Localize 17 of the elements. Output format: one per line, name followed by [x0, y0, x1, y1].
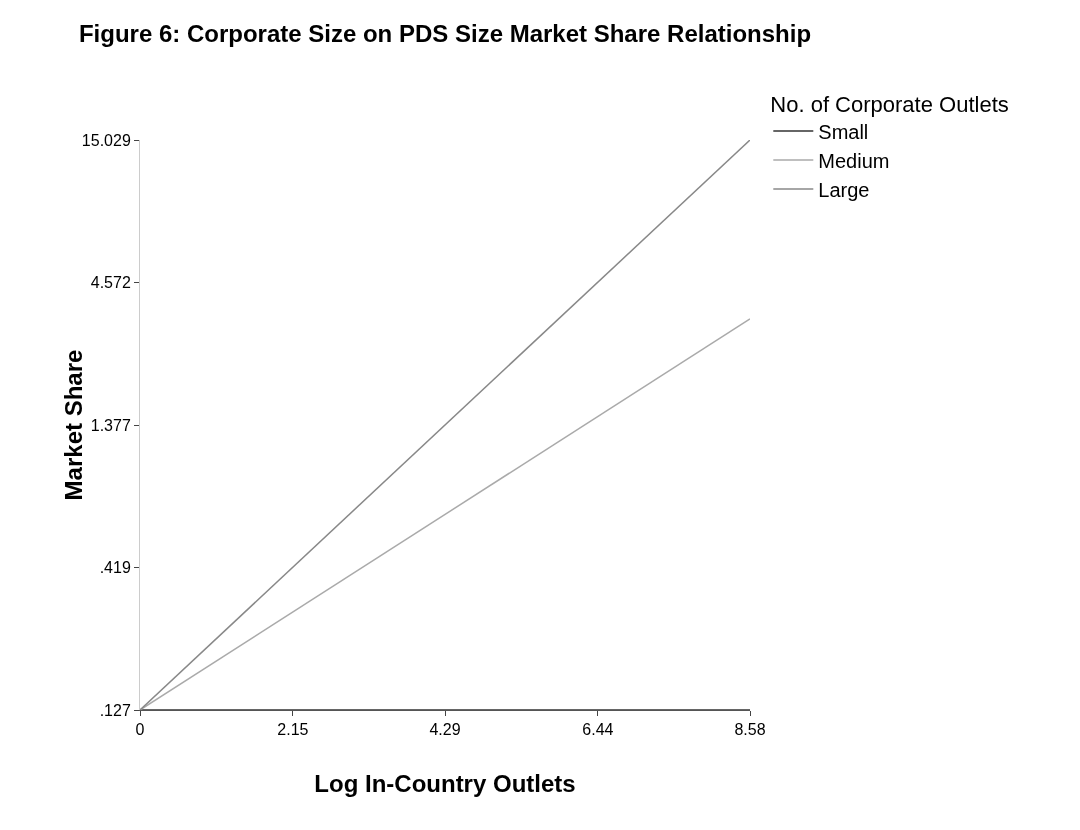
y-tick-label: 15.029	[81, 131, 131, 149]
x-tick-label: 4.29	[429, 721, 461, 739]
y-tick-label: .127	[99, 701, 131, 719]
x-tick-label: 6.44	[582, 721, 614, 739]
x-tick-label: 0	[135, 721, 145, 739]
y-axis-title: Market Share	[60, 349, 87, 501]
legend-label: Large	[818, 178, 870, 201]
legend-label: Small	[818, 120, 869, 143]
legend-label: Medium	[818, 149, 890, 172]
y-tick-label: 1.377	[90, 416, 131, 434]
x-tick-label: 2.15	[277, 721, 309, 739]
legend-title: No. of Corporate Outlets	[770, 91, 1009, 117]
y-tick-label: .419	[99, 559, 131, 577]
x-axis-title: Log In-Country Outlets	[314, 770, 576, 797]
x-tick-label: 8.58	[734, 721, 766, 739]
chart-title: Figure 6: Corporate Size on PDS Size Market Share Relationship	[78, 19, 812, 47]
y-tick-label: 4.572	[90, 273, 131, 291]
